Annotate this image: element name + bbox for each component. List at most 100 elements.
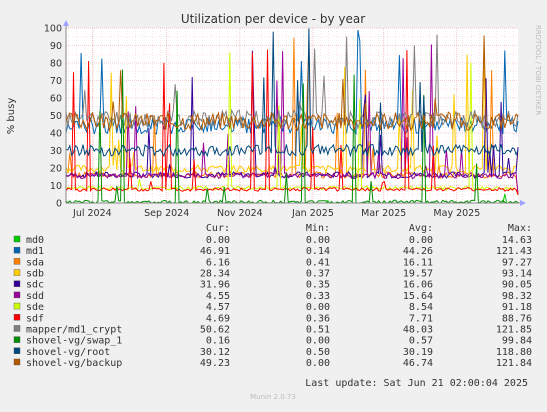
legend-series-name: shovel-vg/backup [26,358,122,369]
legend-value: 7.71 [409,313,433,324]
y-tick-labels: 0 10 20 30 40 50 60 70 80 90 100 [44,24,62,210]
series-line [65,69,519,204]
legend-series-name: sda [26,257,44,268]
y-tick-label: 90 [50,41,62,52]
legend-column-header: Avg: [409,223,433,234]
y-tick-label: 40 [50,129,62,140]
legend-value: 4.69 [206,313,230,324]
legend-value: 121.84 [496,358,532,369]
x-tick-label: Jul 2024 [72,208,112,219]
legend-value: 16.06 [403,280,433,291]
legend-value: 48.03 [403,324,433,335]
legend-value: 98.32 [502,291,532,302]
legend-value: 0.41 [306,257,330,268]
legend-swatch [13,269,21,276]
legend-series-name: shovel-vg/swap_1 [26,336,122,347]
series-line [65,34,519,130]
legend-series-name: md1 [26,246,44,257]
legend-value: 28.34 [200,269,230,280]
axes [63,20,526,206]
legend-value: 0.00 [206,235,230,246]
legend-value: 0.14 [306,246,330,257]
legend-swatch [13,347,21,354]
legend-value: 19.57 [403,269,433,280]
legend-value: 46.74 [403,358,433,369]
legend-value: 44.26 [403,246,433,257]
y-tick-label: 30 [50,146,62,157]
legend-value: 50.62 [200,324,230,335]
legend-series-name: sdd [26,291,44,302]
legend-column-header: Max: [508,223,532,234]
y-tick-label: 80 [50,59,62,70]
y-tick-label: 70 [50,76,62,87]
legend: Cur: Min: Avg: Max: md0 0.00 0.00 0.00 14.63 md1 4… [13,223,532,369]
y-tick-label: 0 [56,199,62,210]
legend-value: 31.96 [200,280,230,291]
legend-series-name: sdc [26,280,44,291]
x-axis-arrow-icon [520,200,526,206]
rrdtool-credit: RRDTOOL / TOBI OETIKER [534,25,542,115]
legend-value: 0.00 [306,336,330,347]
legend-value: 0.57 [409,336,433,347]
legend-value: 0.00 [409,235,433,246]
legend-value: 14.63 [502,235,532,246]
legend-series-name: sde [26,302,44,313]
legend-value: 0.00 [306,302,330,313]
legend-value: 16.11 [403,257,433,268]
y-axis-arrow-icon [63,20,69,26]
series-line [65,35,519,133]
legend-value: 46.91 [200,246,230,257]
x-tick-label: Mar 2025 [361,208,406,219]
series-line [65,28,519,158]
legend-swatch [13,258,21,265]
legend-value: 4.57 [206,302,230,313]
legend-value: 0.00 [306,358,330,369]
legend-swatch [13,325,21,332]
last-update: Last update: Sat Jun 21 02:00:04 2025 [305,378,528,389]
series-line [65,49,519,195]
legend-value: 4.55 [206,291,230,302]
legend-series-name: md0 [26,235,44,246]
x-tick-label: May 2025 [433,208,480,219]
legend-value: 8.54 [409,302,433,313]
legend-series-name: sdb [26,269,44,280]
munin-version: Munin 2.0.73 [250,393,296,401]
legend-value: 30.12 [200,347,230,358]
legend-series-name: shovel-vg/root [26,347,110,358]
chart-title: Utilization per device - by year [181,12,365,26]
x-tick-label: Jan 2025 [291,208,334,219]
x-tick-label: Sep 2024 [144,208,189,219]
y-tick-label: 20 [50,164,62,175]
legend-value: 90.05 [502,280,532,291]
x-tick-labels: Jul 2024 Sep 2024 Nov 2024 Jan 2025 Mar 2025… [72,208,480,219]
legend-swatch [13,291,21,299]
legend-value: 97.27 [502,257,532,268]
legend-value: 88.76 [502,313,532,324]
series-line [65,44,519,196]
legend-swatch [13,302,21,310]
x-tick-label: Nov 2024 [217,208,263,219]
legend-value: 15.64 [403,291,433,302]
legend-swatch [13,358,21,366]
series-line [65,30,519,136]
y-tick-label: 50 [50,111,62,122]
y-tick-label: 100 [44,24,62,35]
y-tick-label: 10 [50,181,62,192]
legend-value: 0.35 [306,280,330,291]
legend-value: 0.33 [306,291,330,302]
y-axis-label: % busy [6,98,17,135]
legend-series-name: sdf [26,313,44,324]
series-layer [65,28,519,204]
legend-swatch [13,314,21,321]
series-line [65,48,519,175]
legend-column-header: Min: [306,223,330,234]
legend-value: 0.00 [306,235,330,246]
legend-value: 0.37 [306,269,330,280]
legend-column-header: Cur: [206,223,230,234]
legend-swatch [13,336,21,343]
legend-value: 49.23 [200,358,230,369]
legend-value: 99.84 [502,336,532,347]
legend-value: 93.14 [502,269,532,280]
